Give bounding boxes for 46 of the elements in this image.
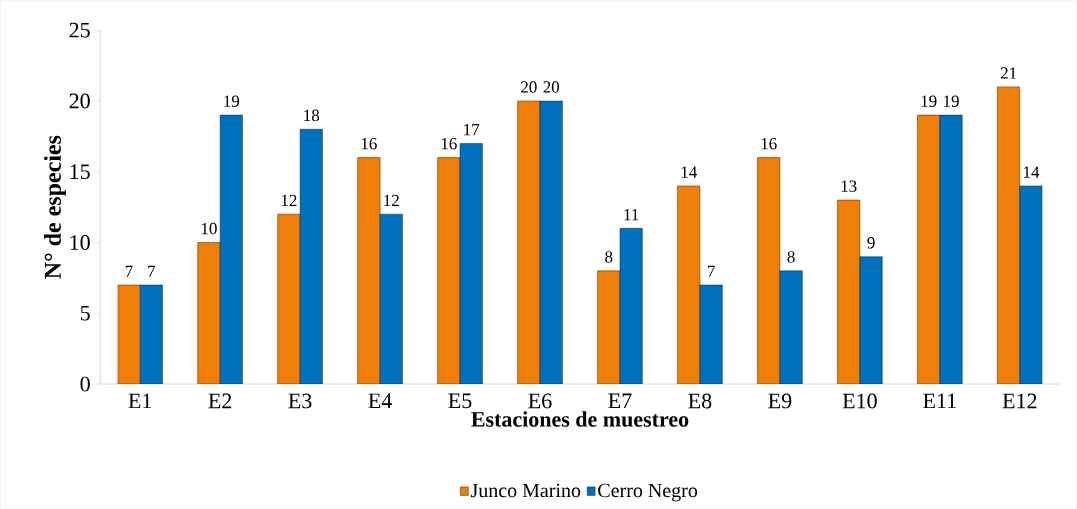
x-tick-label: E4: [368, 393, 392, 408]
data-label: 7: [708, 265, 715, 277]
data-label: 16: [761, 137, 777, 150]
x-tick-label: E1: [128, 393, 152, 409]
data-label: 14: [1024, 166, 1040, 178]
y-axis-title: N° de especies: [44, 135, 66, 279]
data-label: 16: [441, 137, 457, 150]
data-label: 9: [867, 236, 875, 249]
y-tick-label: 20: [69, 93, 90, 109]
data-label: 19: [944, 95, 959, 107]
y-tick-label: 10: [70, 234, 90, 250]
x-axis-title: Estaciones de muestreo: [471, 411, 689, 427]
data-label: 7: [125, 265, 133, 277]
x-tick-label: E3: [288, 393, 312, 409]
data-label: 17: [464, 123, 480, 136]
data-label: 8: [787, 251, 795, 263]
data-label: 16: [361, 137, 377, 150]
x-tick-label: E11: [923, 393, 956, 409]
data-label: 13: [841, 180, 857, 192]
x-tick-label: E7: [608, 393, 632, 408]
data-label: 20: [521, 81, 537, 93]
data-label: 14: [681, 166, 697, 178]
y-tick-label: 15: [70, 164, 90, 180]
x-tick-label: E8: [688, 393, 712, 409]
data-label: 19: [921, 95, 937, 107]
data-label: 12: [384, 194, 399, 206]
y-tick-label: 0: [80, 376, 90, 392]
y-tick-label: 25: [69, 22, 90, 38]
data-label: 18: [304, 109, 320, 121]
data-label: 11: [624, 208, 639, 221]
data-label: 12: [281, 194, 297, 206]
x-tick-label: E2: [208, 393, 232, 409]
data-label: 7: [148, 265, 156, 277]
data-label: 19: [224, 95, 240, 107]
y-tick-label: 5: [80, 305, 90, 321]
x-tick-label: E10: [842, 393, 877, 409]
x-tick-label: E5: [448, 393, 472, 409]
x-tick-label: E12: [1002, 393, 1037, 409]
legend-label: Cerro Negro: [598, 483, 698, 502]
data-label: 21: [1000, 67, 1017, 79]
x-tick-label: E6: [528, 393, 552, 409]
data-label: 8: [605, 251, 613, 263]
x-tick-label: E9: [768, 393, 792, 409]
data-label: 10: [201, 222, 217, 235]
legend-label: Junco Marino: [470, 483, 581, 498]
data-label: 20: [543, 81, 560, 93]
